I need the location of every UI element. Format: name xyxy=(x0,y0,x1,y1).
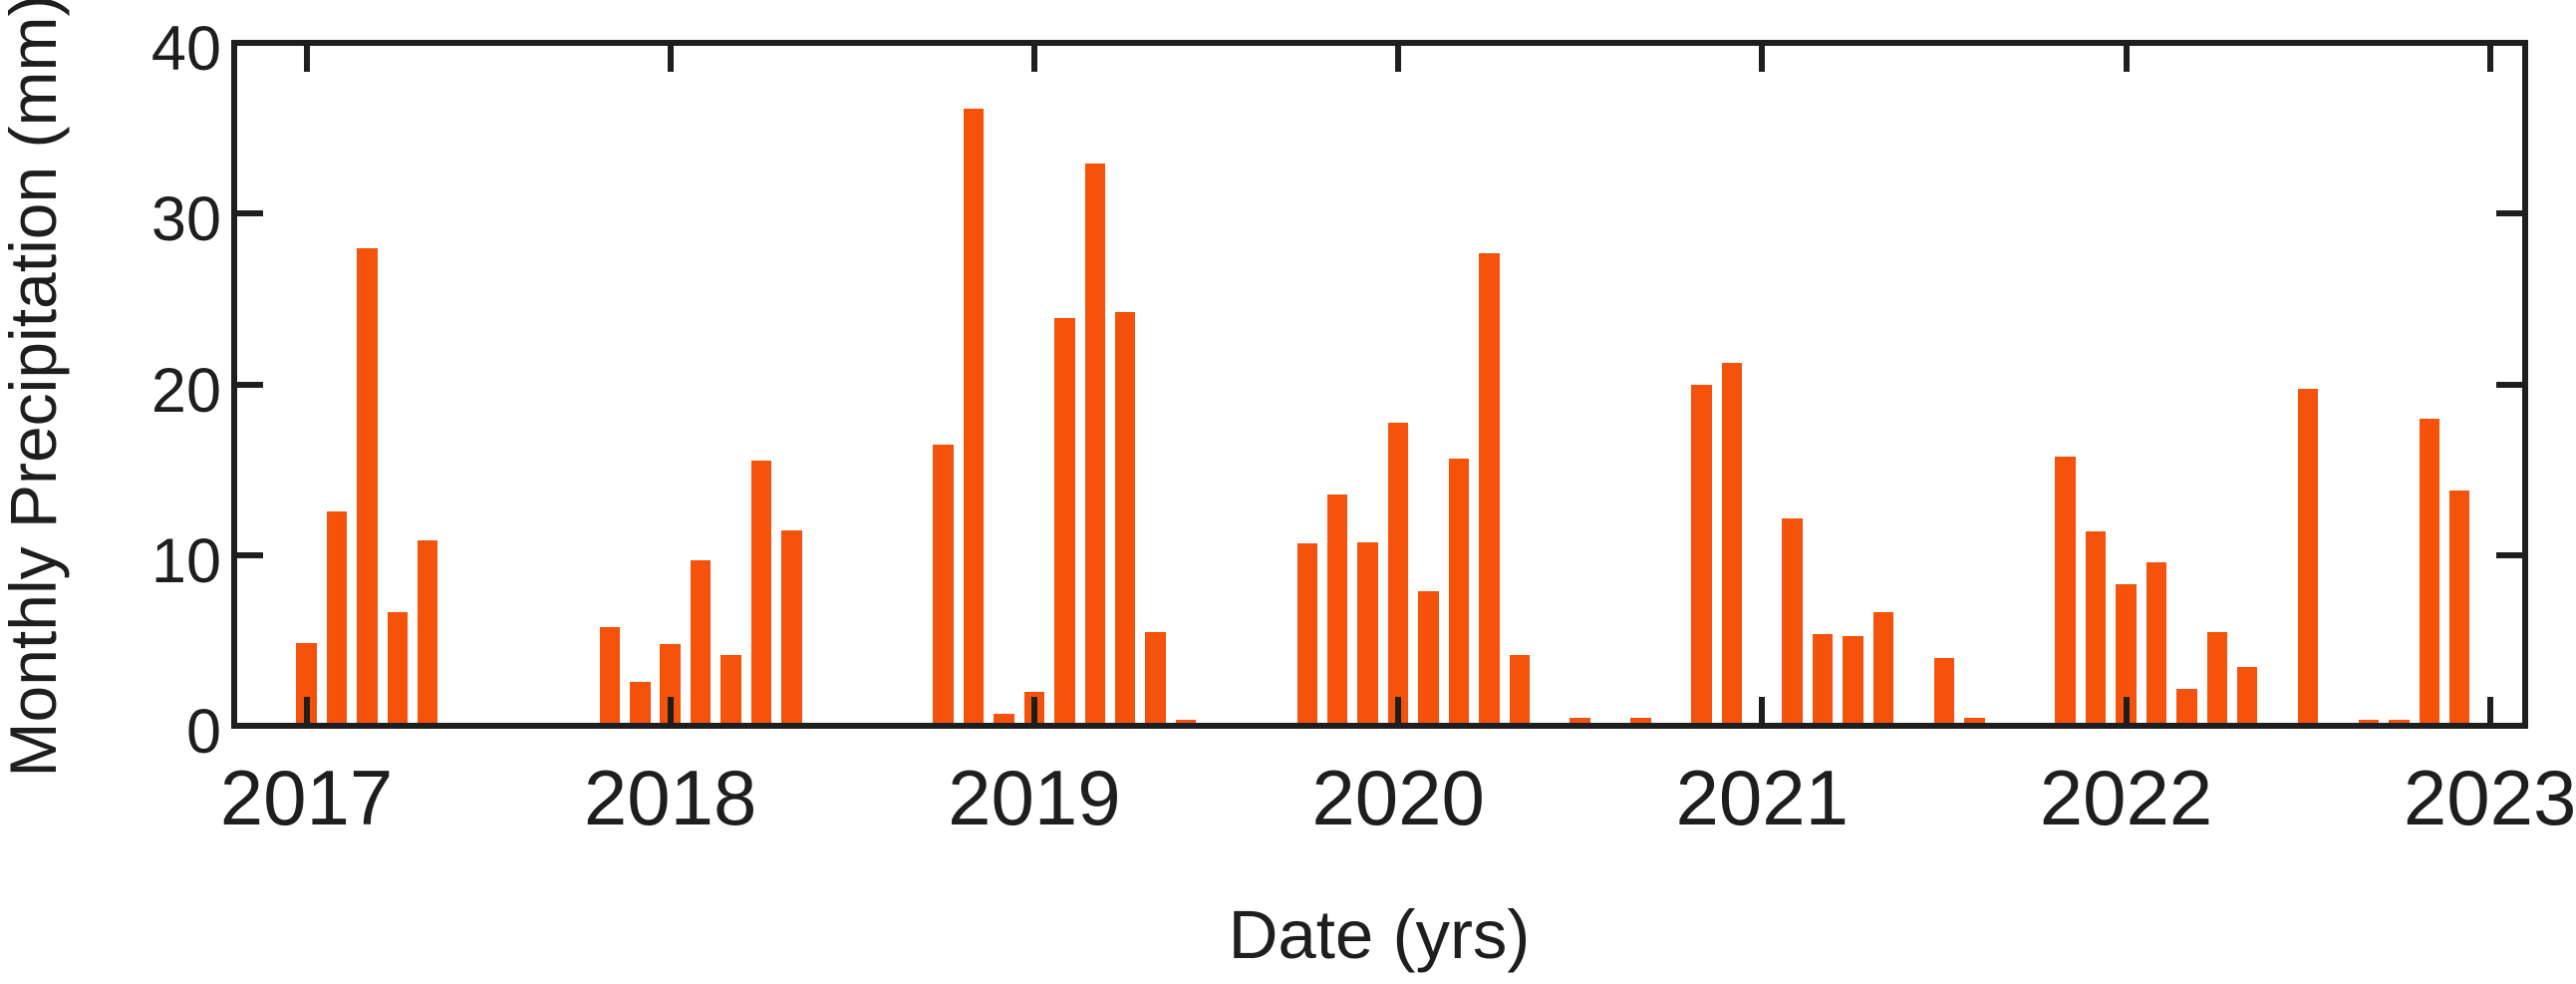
bar-2019-04 xyxy=(1114,312,1136,723)
x-tick-bottom-2021 xyxy=(1759,697,1766,723)
bar-2018-01 xyxy=(660,644,681,723)
x-tick-bottom-2019 xyxy=(1030,697,1037,723)
bar-2021-07 xyxy=(1933,658,1955,723)
bar-2022-02 xyxy=(2146,562,2167,723)
x-tick-top-2018 xyxy=(667,46,674,72)
x-axis-label: Date (yrs) xyxy=(1228,896,1531,973)
y-tick-label-40: 40 xyxy=(150,14,221,84)
bar-2019-05 xyxy=(1145,632,1166,723)
bar-2019-03 xyxy=(1084,164,1105,723)
bar-2019-11 xyxy=(1326,494,1348,723)
x-tick-label-2022: 2022 xyxy=(2039,754,2213,841)
bar-2021-02 xyxy=(1782,518,1803,723)
bar-2018-02 xyxy=(690,560,712,723)
x-tick-top-2022 xyxy=(2123,46,2130,72)
x-tick-top-2021 xyxy=(1759,46,1766,72)
bar-2017-11 xyxy=(599,627,621,723)
bar-2018-03 xyxy=(720,655,741,723)
bar-2021-11 xyxy=(2055,457,2076,723)
bar-2017-02 xyxy=(326,511,348,723)
y-tick-label-10: 10 xyxy=(150,525,221,596)
x-tick-top-2020 xyxy=(1395,46,1402,72)
bar-2017-03 xyxy=(357,248,378,723)
bar-2019-10 xyxy=(1296,543,1318,723)
bar-2018-10 xyxy=(933,445,954,723)
x-tick-bottom-2023 xyxy=(2486,697,2493,723)
y-tick-left-30 xyxy=(237,210,263,217)
x-tick-bottom-2020 xyxy=(1395,697,1402,723)
x-tick-label-2018: 2018 xyxy=(583,754,757,841)
x-tick-label-2019: 2019 xyxy=(948,754,1121,841)
bar-2017-12 xyxy=(630,682,651,723)
bar-2022-09 xyxy=(2358,720,2380,723)
bar-2017-01 xyxy=(296,643,317,723)
x-tick-label-2017: 2017 xyxy=(219,754,394,841)
y-tick-right-20 xyxy=(2496,381,2522,388)
bar-2021-04 xyxy=(1843,636,1863,723)
bar-2017-05 xyxy=(417,540,438,723)
x-tick-top-2019 xyxy=(1030,46,1037,72)
x-tick-top-2017 xyxy=(303,46,310,72)
y-tick-label-20: 20 xyxy=(150,355,221,426)
y-tick-left-10 xyxy=(237,551,263,558)
x-tick-bottom-2022 xyxy=(2123,697,2130,723)
bar-2020-03 xyxy=(1448,459,1470,723)
x-tick-top-2023 xyxy=(2486,46,2493,72)
bar-2018-11 xyxy=(963,109,985,723)
bar-2018-05 xyxy=(781,530,802,723)
bar-2020-04 xyxy=(1479,253,1500,723)
bar-2022-07 xyxy=(2297,389,2319,723)
bar-2019-06 xyxy=(1175,720,1197,723)
x-tick-bottom-2017 xyxy=(303,697,310,723)
bar-2022-01 xyxy=(2116,584,2137,723)
bar-2022-04 xyxy=(2206,632,2228,723)
bar-2019-02 xyxy=(1054,318,1075,723)
bar-2020-09 xyxy=(1630,718,1651,723)
y-tick-left-20 xyxy=(237,381,263,388)
bar-2021-08 xyxy=(1964,718,1985,723)
bar-2017-04 xyxy=(387,612,409,723)
x-tick-label-2023: 2023 xyxy=(2403,754,2576,841)
bar-2022-10 xyxy=(2389,720,2410,723)
bar-2022-05 xyxy=(2236,667,2258,723)
bar-2020-12 xyxy=(1721,363,1743,723)
bar-2020-01 xyxy=(1387,423,1409,723)
bar-2020-11 xyxy=(1691,385,1712,723)
y-tick-label-0: 0 xyxy=(185,697,221,767)
y-tick-right-10 xyxy=(2496,551,2522,558)
x-tick-bottom-2018 xyxy=(667,697,674,723)
bar-2020-05 xyxy=(1509,655,1531,723)
bar-2021-03 xyxy=(1812,634,1834,723)
bar-2022-03 xyxy=(2176,689,2197,723)
x-tick-label-2020: 2020 xyxy=(1311,754,1485,841)
bar-2021-12 xyxy=(2085,531,2107,723)
bar-2018-04 xyxy=(750,461,772,723)
bar-2021-05 xyxy=(1872,612,1894,723)
y-tick-label-30: 30 xyxy=(150,184,221,255)
bar-2022-11 xyxy=(2419,419,2440,723)
bar-2022-12 xyxy=(2448,491,2470,723)
bar-2019-12 xyxy=(1357,542,1378,723)
plot-box xyxy=(231,40,2528,729)
x-tick-label-2021: 2021 xyxy=(1675,754,1850,841)
bar-2020-07 xyxy=(1570,718,1590,723)
y-tick-right-30 xyxy=(2496,210,2522,217)
bar-2018-12 xyxy=(994,714,1014,723)
bar-2020-02 xyxy=(1418,591,1439,723)
